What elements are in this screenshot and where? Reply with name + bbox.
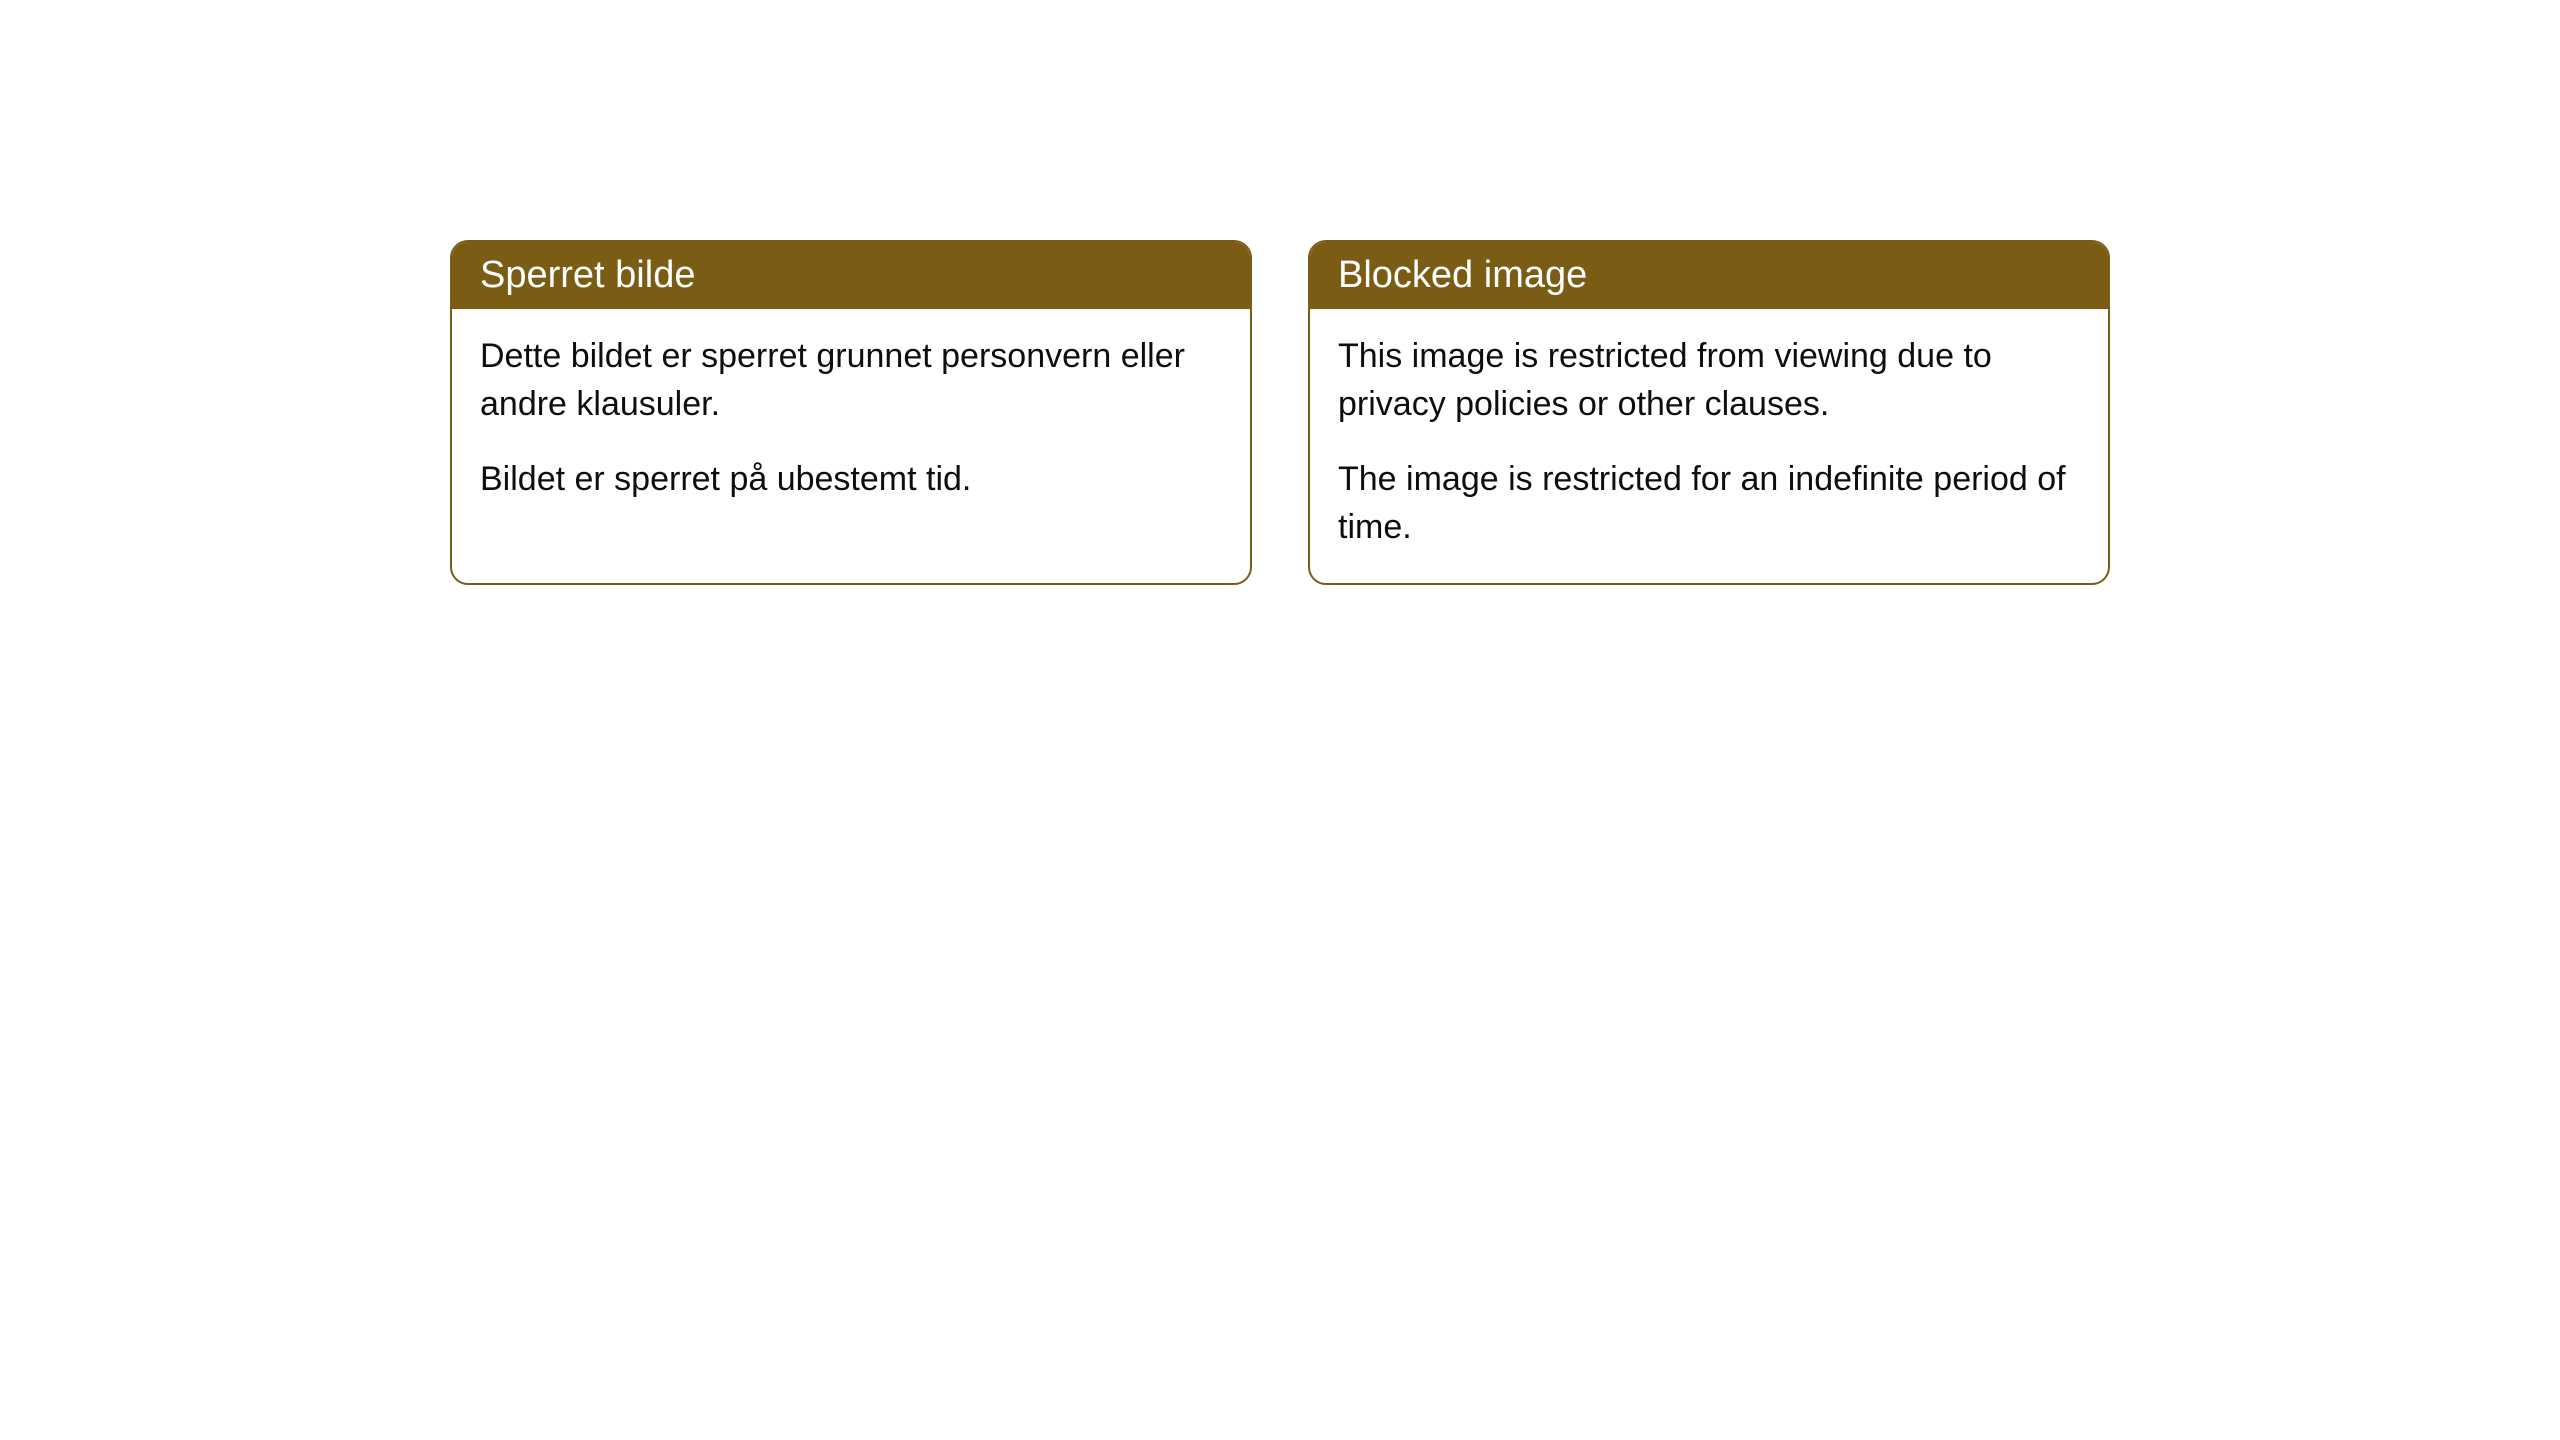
- card-para2-no: Bildet er sperret på ubestemt tid.: [480, 456, 1222, 504]
- blocked-image-card-en: Blocked image This image is restricted f…: [1308, 240, 2110, 585]
- card-title-no: Sperret bilde: [452, 242, 1250, 309]
- notice-container: Sperret bilde Dette bildet er sperret gr…: [0, 0, 2560, 585]
- card-para1-no: Dette bildet er sperret grunnet personve…: [480, 333, 1222, 428]
- card-body-no: Dette bildet er sperret grunnet personve…: [452, 309, 1250, 536]
- card-body-en: This image is restricted from viewing du…: [1310, 309, 2108, 583]
- blocked-image-card-no: Sperret bilde Dette bildet er sperret gr…: [450, 240, 1252, 585]
- card-title-en: Blocked image: [1310, 242, 2108, 309]
- card-para1-en: This image is restricted from viewing du…: [1338, 333, 2080, 428]
- card-para2-en: The image is restricted for an indefinit…: [1338, 456, 2080, 551]
